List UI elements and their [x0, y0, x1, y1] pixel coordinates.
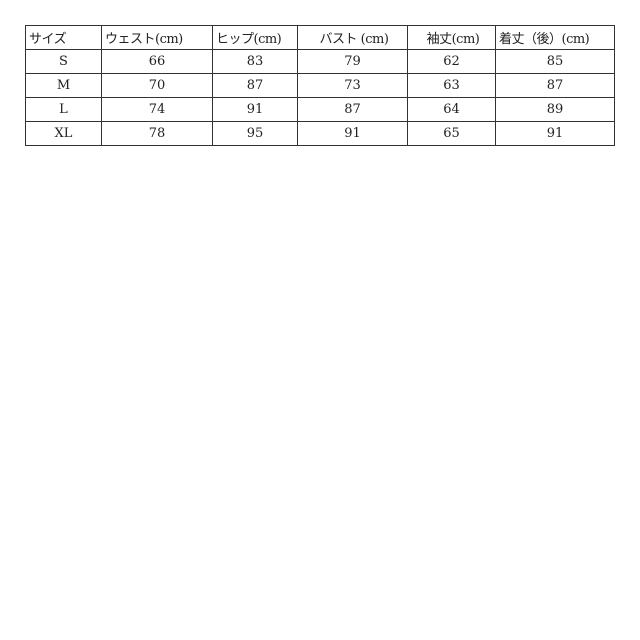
cell-hip: 95	[212, 121, 298, 146]
table-row: XL 78 95 91 65 91	[25, 121, 615, 146]
cell-bust: 91	[297, 121, 408, 146]
cell-waist: 78	[101, 121, 213, 146]
header-sleeve: 袖丈(cm)	[407, 25, 496, 50]
header-size: サイズ	[25, 25, 102, 50]
cell-bust: 73	[297, 73, 408, 98]
cell-sleeve: 62	[407, 49, 496, 74]
header-bust: バスト (cm)	[297, 25, 408, 50]
cell-length: 89	[495, 97, 615, 122]
header-waist: ウェスト(cm)	[101, 25, 213, 50]
table-row: M 70 87 73 63 87	[25, 73, 615, 98]
size-chart-table: サイズ ウェスト(cm) ヒップ(cm) バスト (cm) 袖丈(cm) 着丈（…	[25, 25, 615, 146]
cell-waist: 66	[101, 49, 213, 74]
cell-size: L	[25, 97, 102, 122]
header-row: サイズ ウェスト(cm) ヒップ(cm) バスト (cm) 袖丈(cm) 着丈（…	[25, 25, 615, 50]
table-row: L 74 91 87 64 89	[25, 97, 615, 122]
table-row: S 66 83 79 62 85	[25, 49, 615, 74]
cell-hip: 83	[212, 49, 298, 74]
cell-sleeve: 65	[407, 121, 496, 146]
cell-waist: 74	[101, 97, 213, 122]
cell-bust: 79	[297, 49, 408, 74]
cell-bust: 87	[297, 97, 408, 122]
header-hip: ヒップ(cm)	[212, 25, 298, 50]
cell-size: M	[25, 73, 102, 98]
cell-length: 87	[495, 73, 615, 98]
cell-length: 85	[495, 49, 615, 74]
header-length: 着丈（後）(cm)	[495, 25, 615, 50]
cell-waist: 70	[101, 73, 213, 98]
cell-sleeve: 64	[407, 97, 496, 122]
cell-sleeve: 63	[407, 73, 496, 98]
cell-hip: 91	[212, 97, 298, 122]
cell-length: 91	[495, 121, 615, 146]
cell-size: S	[25, 49, 102, 74]
cell-size: XL	[25, 121, 102, 146]
cell-hip: 87	[212, 73, 298, 98]
